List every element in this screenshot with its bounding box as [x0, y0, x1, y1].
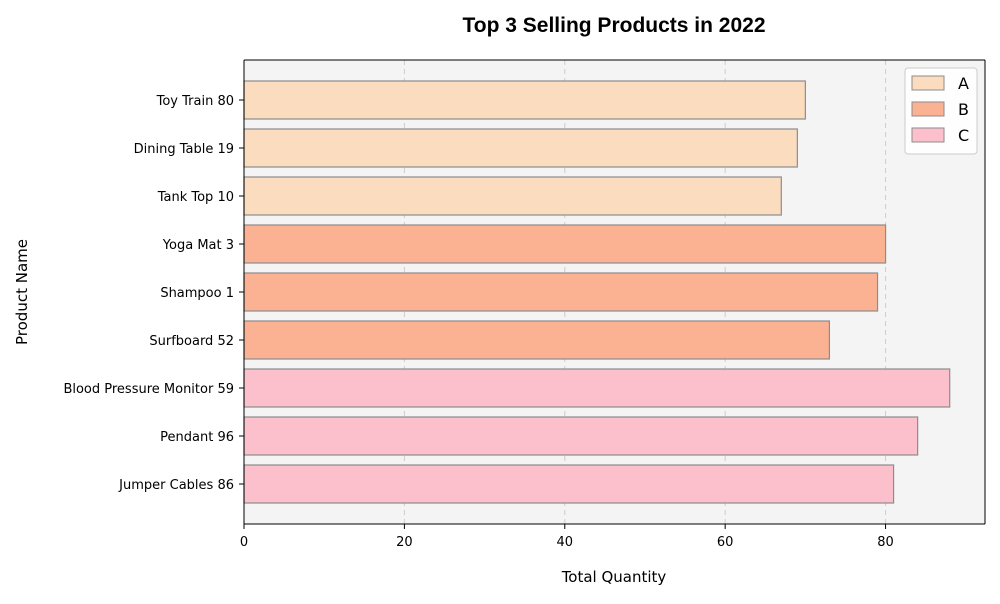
legend: ABC	[904, 67, 978, 155]
axes-group	[243, 59, 986, 525]
bar	[243, 416, 919, 456]
y-axis-label: Product Name	[13, 239, 31, 345]
x-tick-label: 80	[877, 535, 894, 550]
bar	[243, 128, 798, 168]
legend-swatch	[911, 75, 945, 91]
chart-title: Top 3 Selling Products in 2022	[462, 14, 765, 37]
bar	[243, 320, 831, 360]
y-tick-label: Toy Train 80	[156, 94, 234, 109]
legend-label: B	[958, 100, 969, 119]
legend-swatch	[911, 101, 945, 117]
bar	[243, 368, 951, 408]
bar	[243, 80, 806, 120]
y-tick-label: Blood Pressure Monitor 59	[63, 382, 234, 397]
x-ticks: 0 20 40 60 80	[240, 524, 894, 550]
bar	[243, 176, 782, 216]
y-tick-label: Yoga Mat 3	[162, 238, 234, 253]
y-tick-label: Tank Top 10	[157, 190, 234, 205]
x-tick-label: 60	[717, 535, 734, 550]
legend-swatch	[911, 127, 945, 143]
x-tick-label: 0	[240, 535, 248, 550]
x-axis-label: Total Quantity	[561, 568, 667, 586]
x-tick-label: 40	[557, 535, 574, 550]
y-tick-label: Pendant 96	[160, 430, 234, 445]
bar	[243, 272, 879, 312]
y-tick-label: Jumper Cables 86	[118, 478, 234, 493]
bar	[243, 464, 895, 504]
bars-group	[243, 80, 951, 504]
legend-label: C	[958, 126, 969, 145]
bar	[243, 224, 887, 264]
y-tick-label: Dining Table 19	[134, 142, 234, 157]
y-ticks: Toy Train 80 Dining Table 19 Tank Top 10 Yo…	[63, 94, 244, 493]
y-tick-label: Shampoo 1	[160, 286, 234, 301]
legend-label: A	[958, 74, 969, 93]
y-tick-label: Surfboard 52	[149, 334, 234, 349]
x-tick-label: 20	[396, 535, 413, 550]
